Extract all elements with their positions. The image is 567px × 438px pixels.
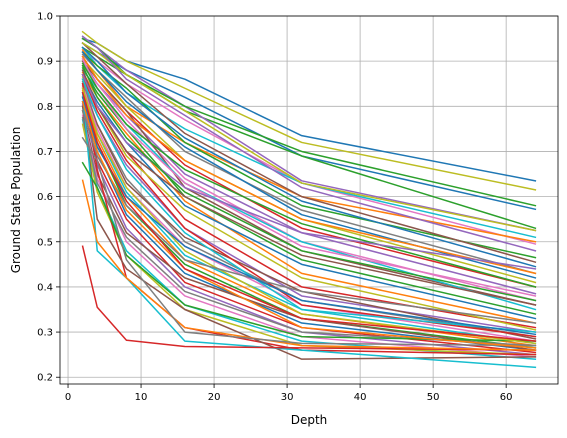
- series-line-34: [81, 109, 537, 351]
- series-line-56: [81, 87, 537, 345]
- series-line-52: [81, 62, 537, 288]
- series-line-45: [81, 136, 537, 347]
- series-line-13: [81, 57, 537, 284]
- series-line-57: [81, 109, 537, 324]
- series-line-1: [81, 37, 537, 182]
- y-tick-label: 0.8: [37, 102, 53, 113]
- series-line-37: [81, 116, 537, 347]
- y-tick-label: 0.5: [37, 237, 53, 248]
- x-tick-label: 20: [208, 392, 221, 403]
- series-line-41: [81, 91, 537, 369]
- series-line-49: [81, 51, 537, 279]
- series-line-19: [81, 66, 537, 315]
- series-line-44: [81, 179, 537, 351]
- series-line-38: [81, 123, 537, 356]
- series-line-59: [81, 100, 537, 349]
- series-line-11: [81, 46, 537, 268]
- series-line-2: [81, 30, 537, 191]
- x-tick-label: 10: [135, 392, 148, 403]
- series-line-58: [81, 96, 537, 336]
- y-tick-label: 0.4: [37, 282, 53, 293]
- series-line-48: [81, 35, 537, 252]
- y-axis-label: Ground State Population: [9, 127, 23, 274]
- series-line-47: [81, 42, 537, 232]
- series-line-40: [81, 105, 537, 360]
- plot-frame: [59, 15, 559, 385]
- y-tick-label: 1.0: [37, 12, 53, 23]
- y-tick-label: 0.3: [37, 328, 53, 339]
- series-line-53: [81, 73, 537, 338]
- x-tick-label: 0: [65, 392, 71, 403]
- x-tick-label: 50: [427, 392, 440, 403]
- series-lines: [81, 30, 537, 369]
- x-tick-label: 60: [500, 392, 513, 403]
- series-line-26: [81, 87, 537, 340]
- series-line-50: [81, 55, 537, 275]
- y-tick-label: 0.6: [37, 192, 53, 203]
- y-tick-label: 0.9: [37, 57, 53, 68]
- y-axis-ticks: 0.2 0.3 0.4 0.5 0.6 0.7 0.8 0.9 1.0: [37, 12, 60, 384]
- series-line-61: [81, 64, 537, 302]
- series-line-43: [81, 161, 537, 342]
- x-axis-ticks: 0 10 20 30 40 50 60: [65, 384, 513, 403]
- x-tick-label: 40: [354, 392, 367, 403]
- series-line-42: [81, 245, 537, 351]
- series-line-35: [81, 114, 537, 358]
- series-line-10: [81, 42, 537, 264]
- x-axis-label: Depth: [291, 413, 328, 427]
- series-line-62: [81, 91, 537, 342]
- y-tick-label: 0.2: [37, 373, 53, 384]
- y-tick-label: 0.7: [37, 147, 53, 158]
- series-line-54: [81, 78, 537, 333]
- x-tick-label: 30: [281, 392, 294, 403]
